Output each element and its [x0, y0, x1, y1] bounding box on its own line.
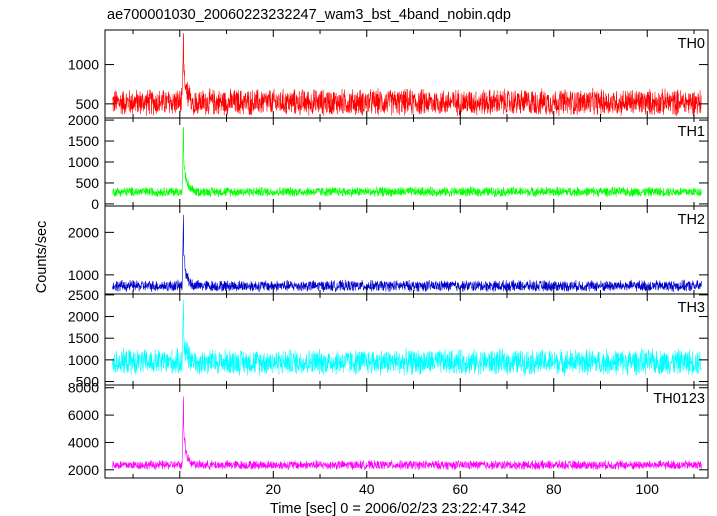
panel-label: TH3	[678, 300, 705, 316]
series-th0123	[112, 396, 702, 471]
x-tick-label: 0	[176, 481, 184, 497]
x-tick-label: 100	[636, 481, 660, 497]
x-tick-label: 60	[452, 481, 468, 497]
y-axis-label: Counts/sec	[34, 221, 50, 294]
y-tick-label: 500	[76, 175, 100, 191]
y-tick-label: 0	[91, 196, 99, 212]
y-tick-label: 2500	[68, 287, 99, 303]
panel-frame	[104, 384, 709, 479]
x-tick-label: 40	[359, 481, 375, 497]
y-tick-label: 2000	[68, 112, 99, 128]
y-tick-label: 6000	[68, 407, 99, 423]
y-tick-label: 2000	[68, 224, 99, 240]
y-tick-label: 1500	[68, 330, 99, 346]
y-tick-label: 1000	[68, 57, 99, 73]
y-tick-label: 2000	[68, 462, 99, 478]
panel-frame	[104, 205, 709, 295]
x-tick-label: 20	[265, 481, 281, 497]
y-tick-label: 500	[76, 96, 100, 112]
panel-label: TH0123	[653, 391, 705, 407]
y-tick-label: 1000	[68, 352, 99, 368]
panel-th2: 1000 2000 TH2	[68, 205, 709, 295]
panel-label: TH0	[678, 36, 705, 52]
y-tick-label: 1500	[68, 133, 99, 149]
x-axis-label: Time [sec] 0 = 2006/02/23 23:22:47.342	[270, 501, 526, 516]
panel-th0123: 2000 4000 6000 8000 TH0123	[68, 380, 709, 479]
panel-label: TH2	[678, 212, 705, 228]
panel-th1: 0 500 1000 1500 2000 TH1	[68, 112, 709, 212]
series-th2	[112, 214, 702, 293]
panel-th3: 500 1000 1500 2000 2500 TH3	[68, 287, 709, 390]
panel-frame	[104, 293, 709, 386]
y-tick-label: 2000	[68, 309, 99, 325]
y-tick-label: 500	[76, 374, 100, 390]
panel-label: TH1	[678, 124, 705, 140]
y-tick-label: 1000	[68, 154, 99, 170]
y-tick-label: 4000	[68, 434, 99, 450]
series-th1	[112, 127, 702, 198]
chart-title: ae700001030_20060223232247_wam3_bst_4ban…	[107, 7, 511, 23]
y-tick-label: 8000	[68, 380, 99, 396]
x-tick-label: 80	[546, 481, 562, 497]
series-th3	[112, 300, 702, 377]
panels-group: 5001000TH00500100015002000TH110002000TH2…	[68, 29, 709, 497]
y-tick-label: 1000	[68, 267, 99, 283]
series-th0	[112, 33, 702, 117]
panel-th0: 500 1000 TH0	[68, 29, 709, 119]
